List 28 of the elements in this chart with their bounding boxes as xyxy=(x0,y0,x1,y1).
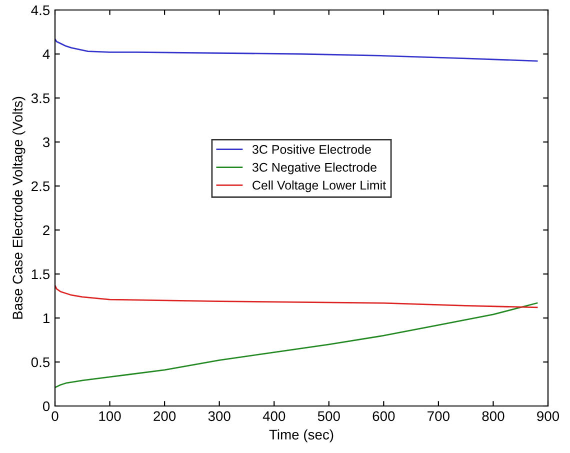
x-tick-label: 400 xyxy=(262,411,286,422)
x-tick-label: 200 xyxy=(154,411,176,422)
x-tick-label: 600 xyxy=(372,411,395,422)
y-tick-label: 2.5 xyxy=(32,181,50,192)
x-tick-label: 100 xyxy=(99,411,121,422)
x-tick-label: 300 xyxy=(208,411,230,422)
x-tick-label: 700 xyxy=(428,411,450,422)
y-tick-label: 1 xyxy=(43,313,50,324)
y-tick-label: 3 xyxy=(42,137,50,148)
x-axis-title: Time (sec) xyxy=(269,429,334,442)
y-tick-label: 1.5 xyxy=(32,269,50,280)
y-tick-label: 4 xyxy=(42,49,50,60)
x-tick-label: 800 xyxy=(482,411,504,422)
y-tick-label: 0.5 xyxy=(31,357,50,368)
x-tick-label: 900 xyxy=(537,411,560,422)
x-tick-label: 500 xyxy=(318,411,340,422)
y-tick-label: 4.5 xyxy=(31,5,50,16)
y-tick-label: 3.5 xyxy=(31,93,50,104)
line-series xyxy=(55,38,538,62)
y-axis-title: Base Case Electrode Voltage (Volts) xyxy=(12,96,26,319)
legend-label: 3C Negative Electrode xyxy=(252,162,376,174)
y-tick-label: 0 xyxy=(42,401,50,412)
x-tick-label: 0 xyxy=(52,411,58,422)
legend-label: 3C Positive Electrode xyxy=(252,144,371,154)
y-tick-label: 2 xyxy=(43,225,50,236)
legend-label: Cell Voltage Lower Limit xyxy=(252,180,386,192)
line-series xyxy=(55,302,538,388)
line-series xyxy=(55,284,538,308)
